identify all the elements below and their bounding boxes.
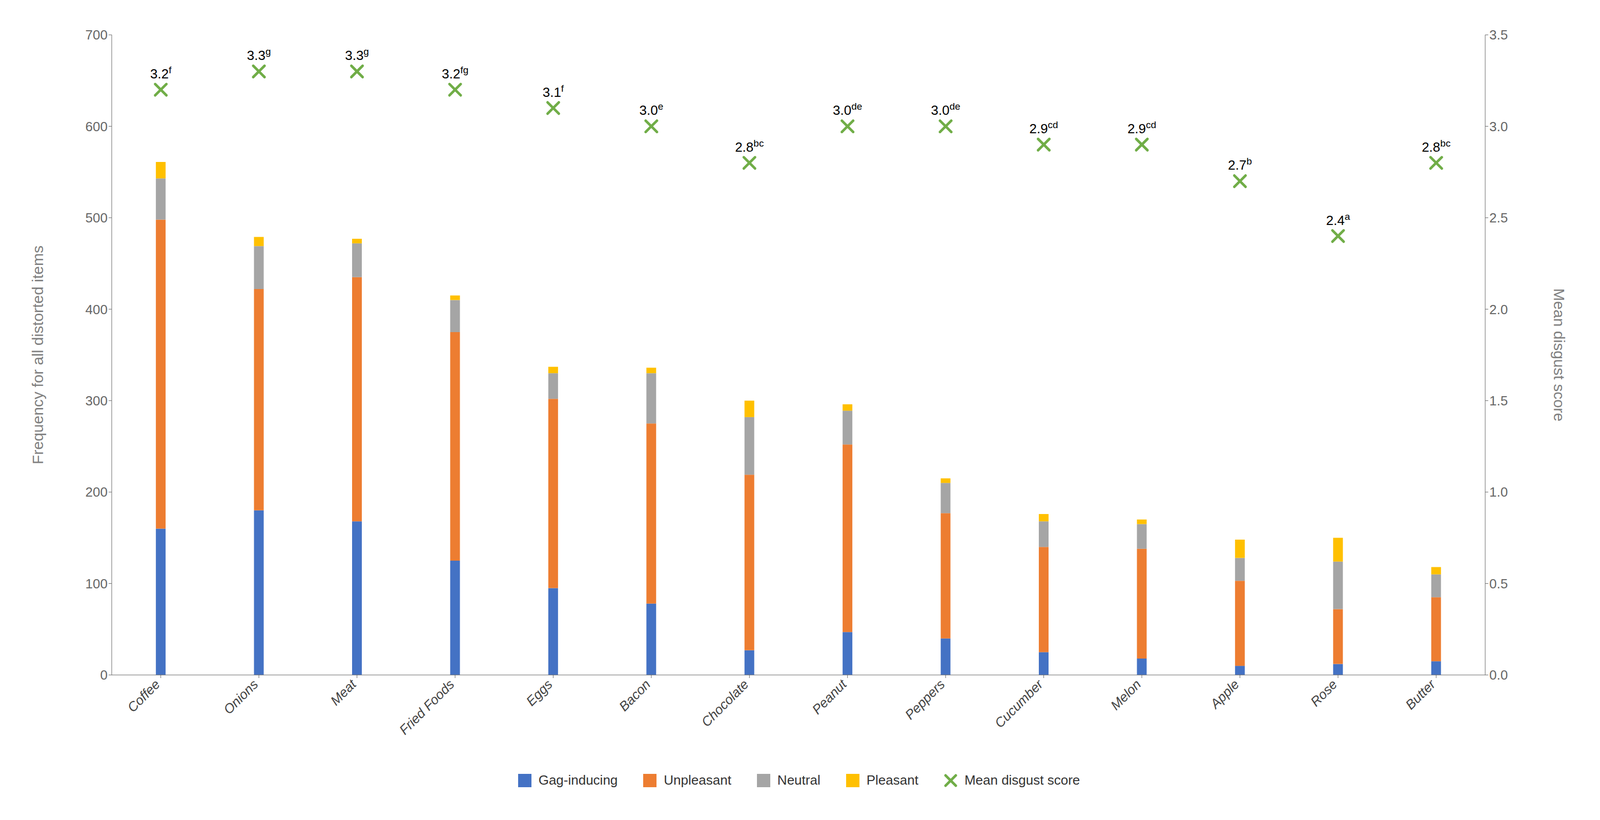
svg-text:3.2fg: 3.2fg	[441, 64, 469, 82]
svg-text:0: 0	[100, 667, 108, 683]
html-text:Neutral: Neutral	[777, 772, 821, 788]
svg-text:Eggs: Eggs	[523, 676, 556, 709]
svg-text:Cucumber: Cucumber	[991, 675, 1047, 731]
svg-text:2.8bc: 2.8bc	[1421, 137, 1451, 155]
svg-text:100: 100	[85, 576, 108, 592]
svg-text:Apple: Apple	[1206, 676, 1243, 713]
svg-text:3.5: 3.5	[1489, 27, 1508, 43]
svg-text:3.0de: 3.0de	[930, 100, 960, 118]
svg-text:2.5: 2.5	[1489, 210, 1508, 226]
svg-text:3.0: 3.0	[1489, 118, 1508, 135]
svg-text:3.0e: 3.0e	[639, 100, 664, 118]
svg-text:3.3g: 3.3g	[247, 46, 272, 64]
svg-text:2.0: 2.0	[1489, 301, 1508, 318]
svg-text:500: 500	[85, 210, 108, 226]
html-text:Mean disgust score: Mean disgust score	[964, 772, 1080, 788]
svg-text:Fried Foods: Fried Foods	[396, 676, 458, 738]
svg-text:400: 400	[85, 301, 108, 318]
svg-text:3.2f: 3.2f	[150, 64, 172, 82]
svg-text:Frequency for all distorted it: Frequency for all distorted items	[29, 245, 47, 465]
svg-text:2.9cd: 2.9cd	[1029, 119, 1058, 137]
svg-text:Rose: Rose	[1307, 676, 1341, 710]
svg-text:Melon: Melon	[1107, 676, 1144, 713]
svg-text:1.0: 1.0	[1489, 484, 1508, 500]
html-text:Pleasant: Pleasant	[866, 772, 919, 788]
svg-text:700: 700	[85, 27, 108, 43]
html-text:Unpleasant: Unpleasant	[663, 772, 732, 788]
svg-text:Onions: Onions	[220, 676, 261, 717]
svg-text:2.4a: 2.4a	[1325, 211, 1350, 229]
svg-text:0.0: 0.0	[1489, 667, 1508, 683]
html-text:Gag-inducing: Gag-inducing	[538, 772, 618, 788]
svg-text:200: 200	[85, 484, 108, 500]
svg-text:Peanut: Peanut	[808, 675, 851, 718]
svg-text:3.0de: 3.0de	[832, 100, 863, 118]
svg-text:600: 600	[85, 118, 108, 135]
svg-text:Mean disgust score: Mean disgust score	[1550, 288, 1568, 422]
svg-text:2.7b: 2.7b	[1227, 155, 1253, 173]
svg-text:300: 300	[85, 393, 108, 409]
svg-text:Peppers: Peppers	[901, 676, 949, 723]
svg-text:1.5: 1.5	[1489, 393, 1508, 409]
svg-text:Butter: Butter	[1402, 675, 1439, 713]
svg-text:2.9cd: 2.9cd	[1127, 119, 1157, 137]
svg-text:Chocolate: Chocolate	[698, 676, 752, 730]
svg-text:Bacon: Bacon	[616, 676, 654, 714]
svg-text:3.3g: 3.3g	[344, 46, 369, 64]
svg-text:0.5: 0.5	[1489, 576, 1508, 592]
svg-text:Meat: Meat	[327, 675, 360, 709]
svg-text:2.8bc: 2.8bc	[734, 137, 764, 155]
svg-text:Coffee: Coffee	[124, 676, 163, 715]
svg-text:3.1f: 3.1f	[542, 83, 565, 100]
